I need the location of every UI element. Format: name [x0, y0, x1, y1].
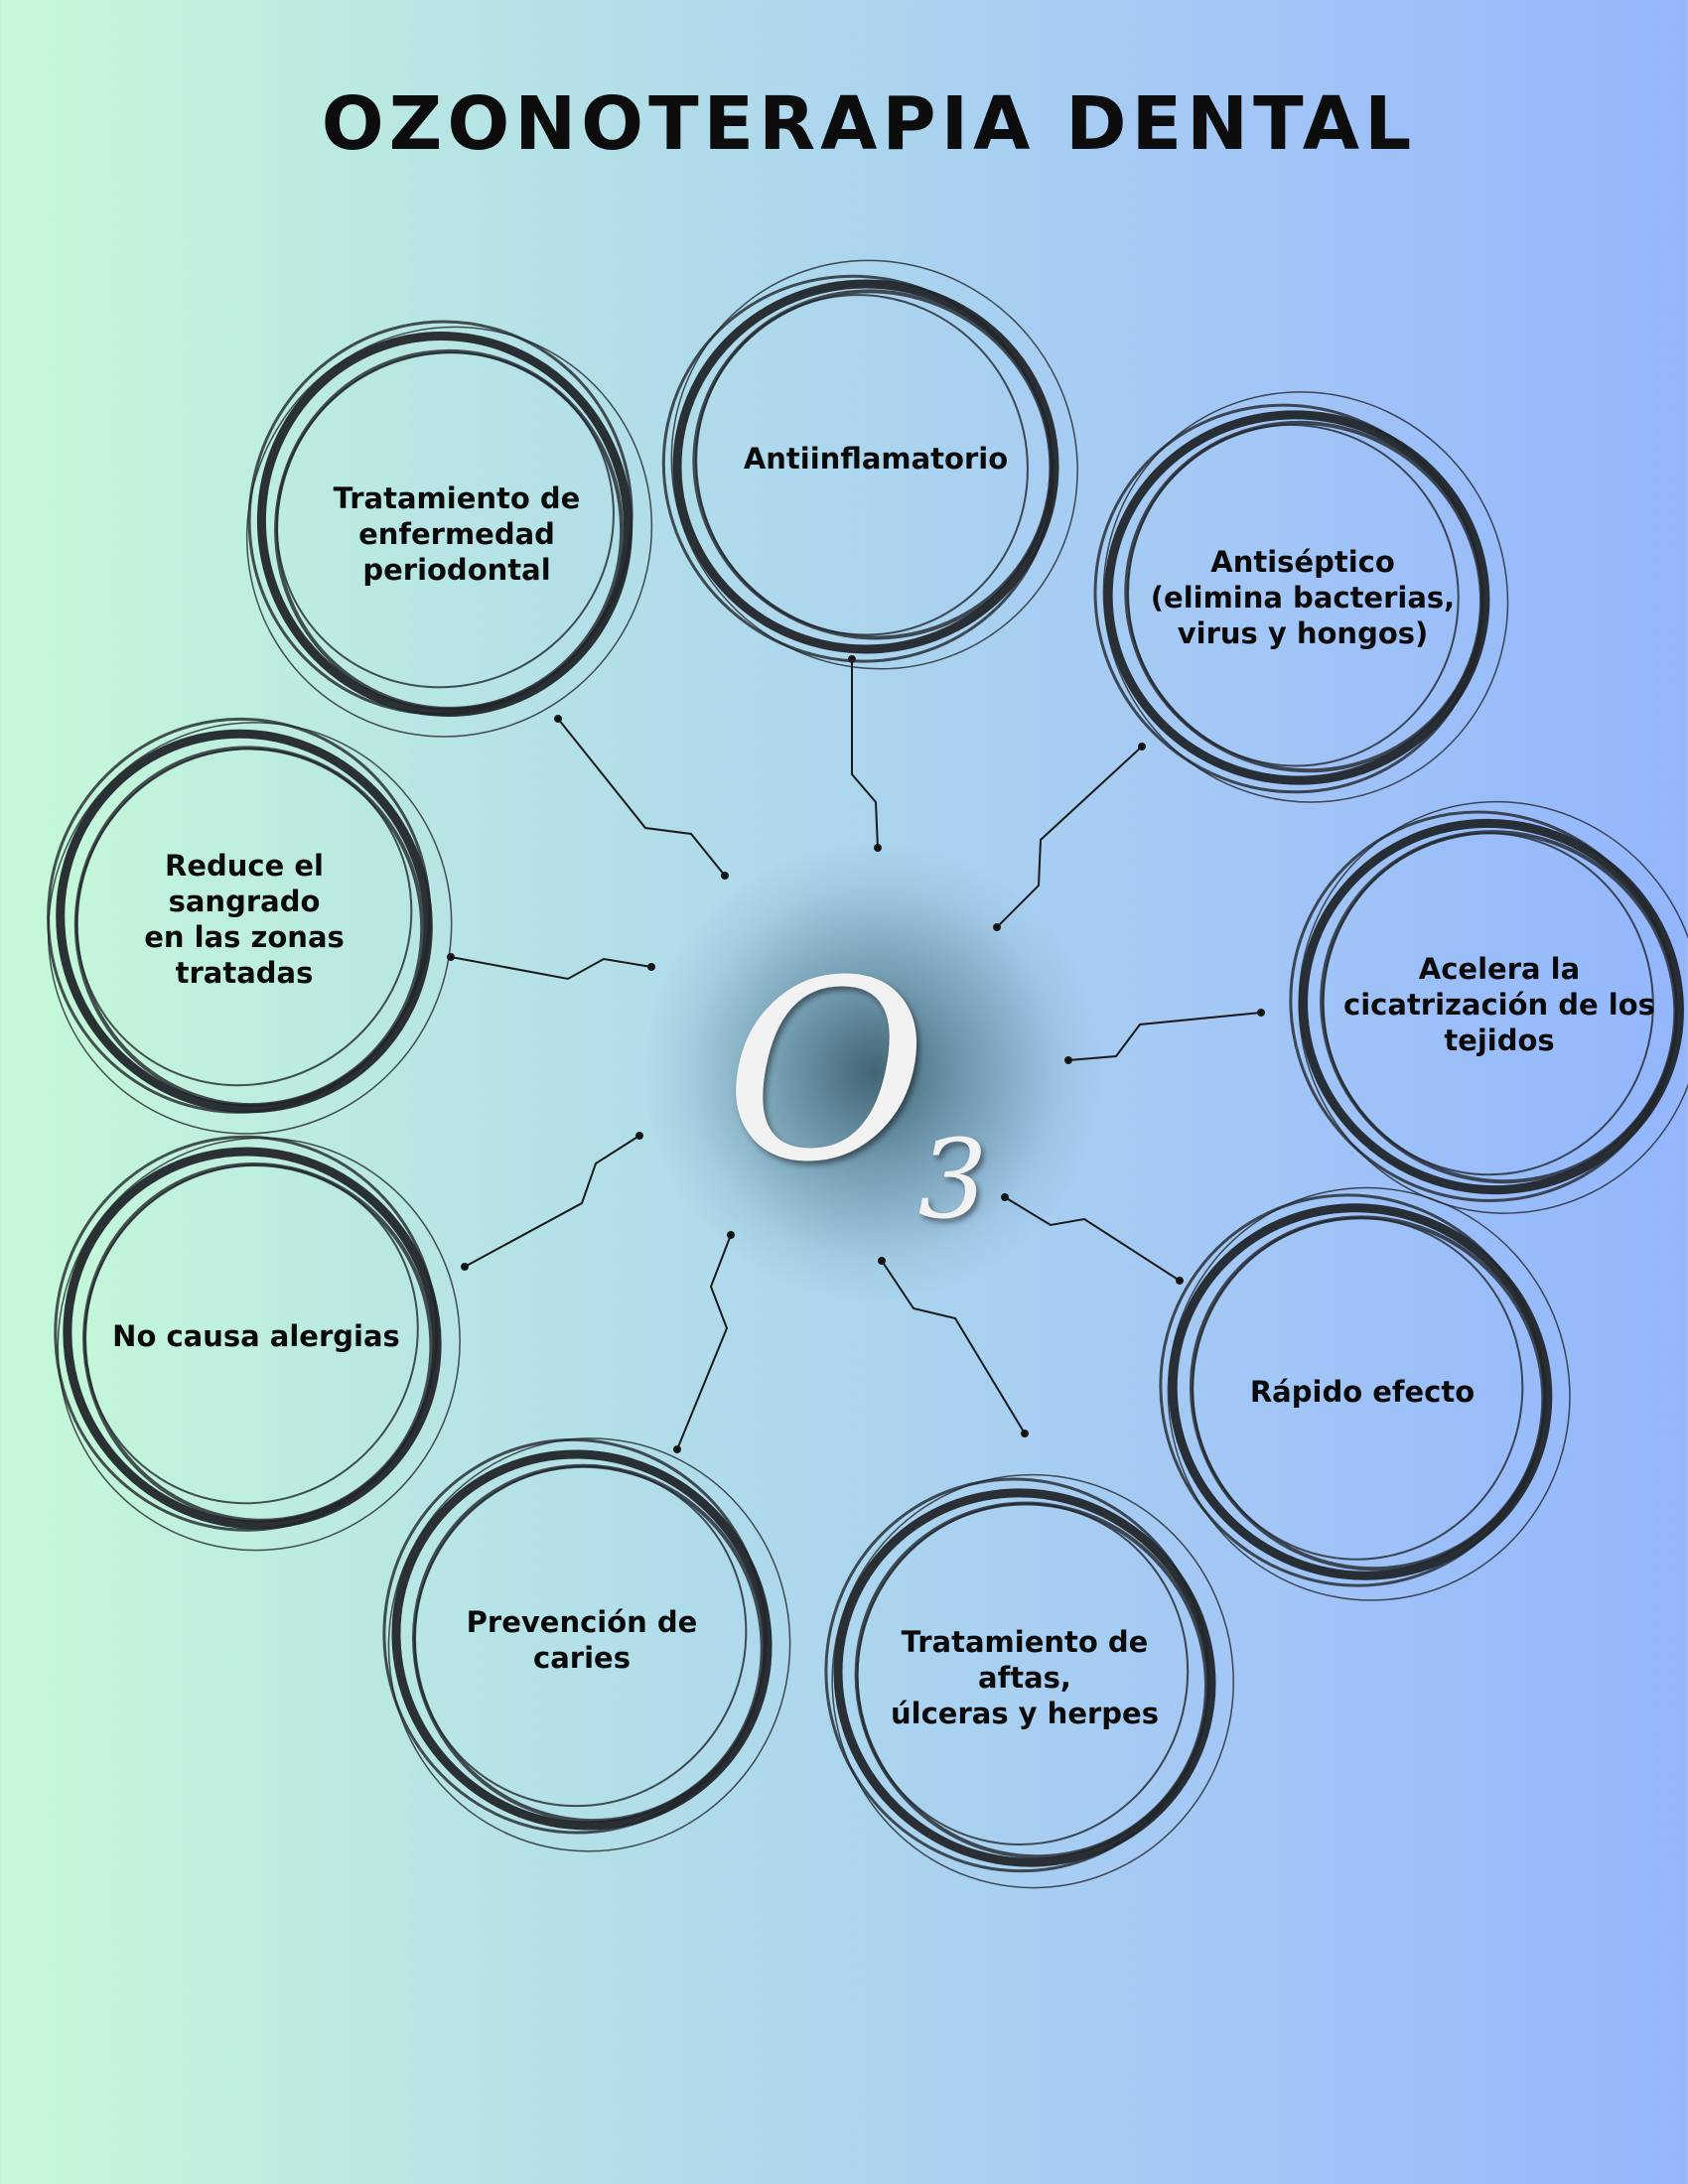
ring-antiinflamatorio — [661, 259, 1078, 670]
ring-antiseptico — [1093, 391, 1509, 803]
ring-aftas — [824, 1473, 1234, 1889]
connector-antiinflamatorio — [848, 655, 882, 852]
rings — [47, 259, 1688, 1889]
connector-rapido-efecto — [1001, 1193, 1184, 1285]
node-label-periodontal: Tratamiento de enfermedad periodontal — [333, 481, 581, 587]
connector-aftas — [878, 1257, 1029, 1437]
node-label-antiseptico: Antiséptico (elimina bacterias, virus y … — [1150, 545, 1456, 650]
node-label-sangrado: Reduce el sangrado en las zonas tratadas — [144, 849, 345, 990]
connector-periodontal — [554, 715, 729, 880]
ring-rapido-efecto — [1159, 1186, 1571, 1601]
ring-periodontal — [245, 320, 653, 738]
ozone-symbol: O3 — [724, 927, 988, 1244]
connector-cicatrizacion — [1064, 1009, 1265, 1064]
ring-alergias — [54, 1135, 461, 1552]
node-label-antiinflamatorio: Antiinflamatorio — [743, 442, 1009, 476]
center-glow — [645, 844, 1102, 1300]
ring-caries — [382, 1437, 791, 1852]
connector-antiseptico — [993, 743, 1146, 931]
node-label-alergias: No causa alergias — [112, 1319, 400, 1353]
node-label-aftas: Tratamiento de aftas, úlceras y herpes — [891, 1625, 1159, 1730]
ring-sangrado — [47, 717, 453, 1135]
node-label-rapido-efecto: Rápido efecto — [1249, 1375, 1476, 1409]
node-label-cicatrizacion: Acelera la cicatrización de los tejidos — [1343, 952, 1655, 1057]
ring-cicatrizacion — [1289, 800, 1688, 1214]
connector-caries — [673, 1231, 735, 1453]
connectors — [447, 655, 1265, 1453]
connector-alergias — [461, 1132, 643, 1271]
connector-sangrado — [447, 953, 655, 981]
page-title: OZONOTERAPIA DENTAL — [321, 81, 1417, 167]
node-label-caries: Prevención de caries — [466, 1605, 698, 1675]
